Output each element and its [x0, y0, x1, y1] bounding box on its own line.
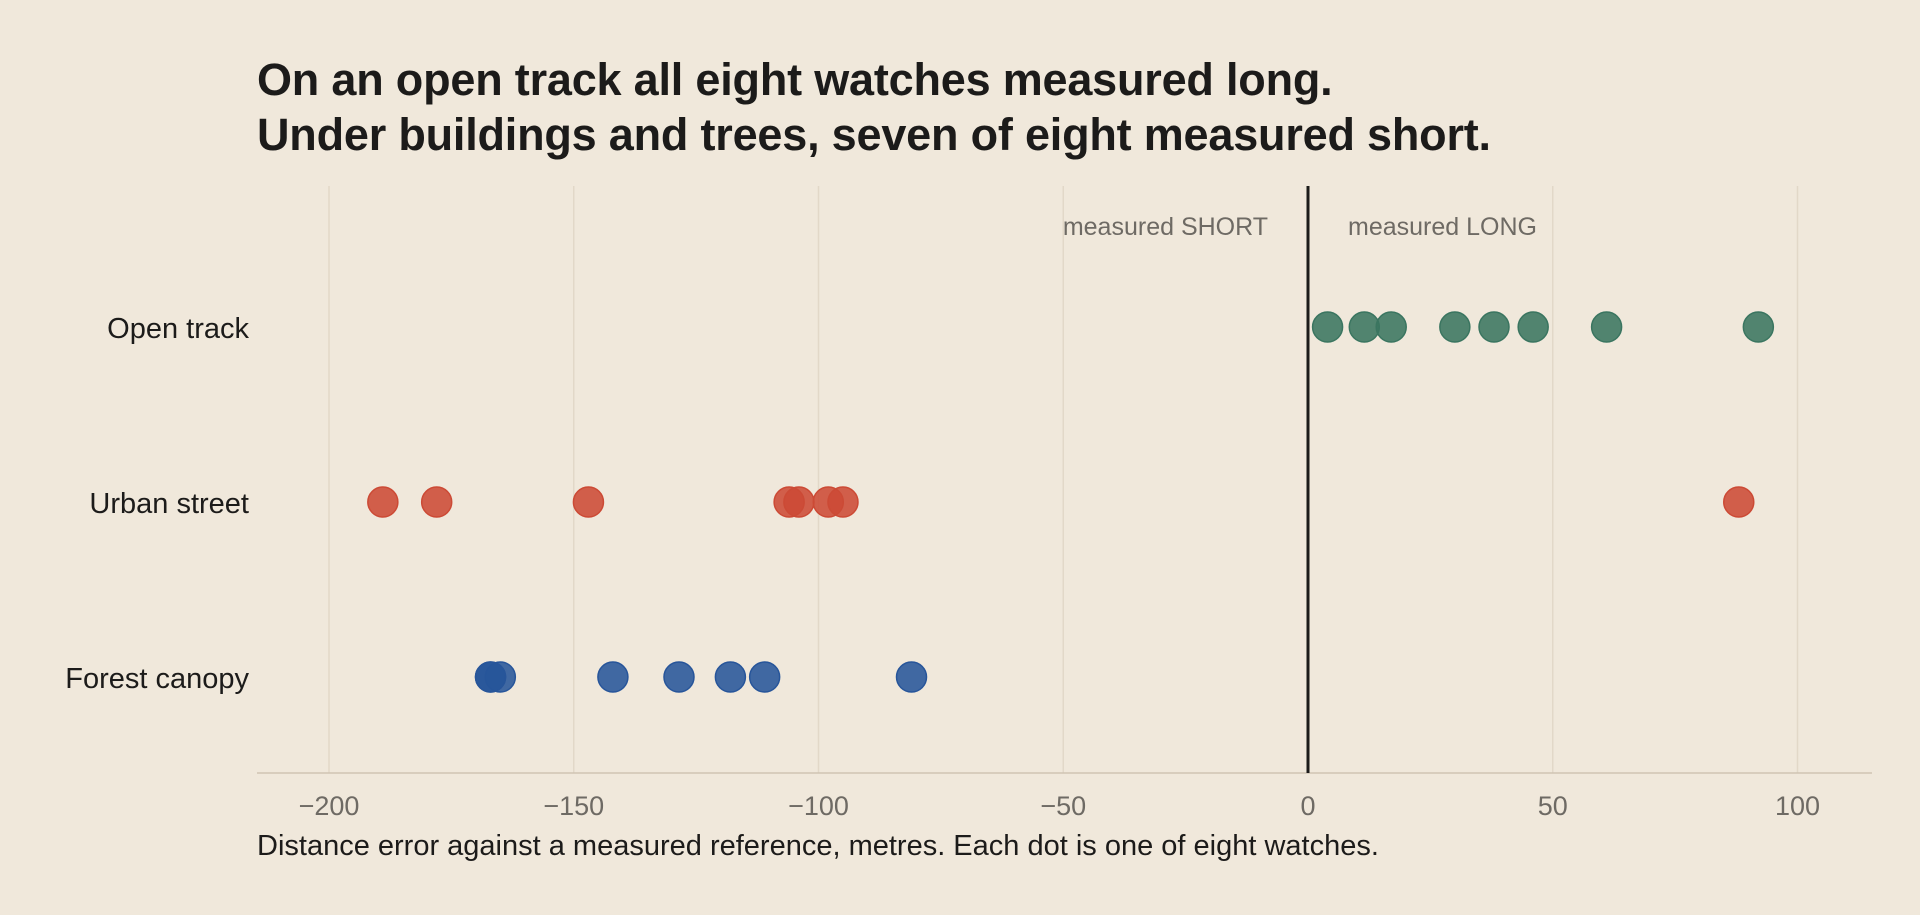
x-tick-label: −200	[299, 791, 360, 821]
data-point	[1311, 311, 1344, 343]
x-tick-label: 0	[1300, 791, 1315, 821]
x-tick-label: −150	[543, 791, 604, 821]
annotation-measured-short: measured SHORT	[1063, 213, 1268, 241]
data-point	[748, 661, 781, 693]
data-point	[1348, 311, 1381, 343]
data-point	[1375, 311, 1407, 343]
category-label: Forest canopy	[65, 663, 249, 695]
chart-title-line-2: Under buildings and trees, seven of eigh…	[257, 109, 1491, 160]
x-tick-label: 100	[1775, 791, 1820, 821]
data-point	[895, 661, 928, 693]
chart-title-line-1: On an open track all eight watches measu…	[257, 54, 1333, 105]
x-tick-label: −100	[788, 791, 849, 821]
data-point	[474, 661, 507, 693]
x-tick-label: 50	[1538, 791, 1568, 821]
data-point	[1478, 311, 1510, 343]
data-point	[827, 486, 859, 518]
data-point	[572, 486, 605, 518]
data-point	[420, 486, 453, 518]
data-point	[714, 661, 747, 693]
data-point	[1517, 311, 1549, 343]
x-axis-label: Distance error against a measured refere…	[257, 830, 1379, 862]
data-point	[1742, 311, 1775, 343]
chart-title: On an open track all eight watches measu…	[257, 52, 1491, 162]
category-label: Urban street	[89, 488, 249, 520]
data-point	[1590, 311, 1623, 343]
data-point	[1439, 311, 1471, 343]
data-point	[1723, 486, 1755, 518]
data-point	[783, 486, 815, 518]
annotation-measured-long: measured LONG	[1348, 213, 1537, 241]
data-point	[663, 661, 695, 693]
data-point	[597, 661, 629, 693]
category-label: Open track	[107, 313, 249, 345]
data-point	[367, 486, 399, 518]
x-tick-label: −50	[1040, 791, 1086, 821]
